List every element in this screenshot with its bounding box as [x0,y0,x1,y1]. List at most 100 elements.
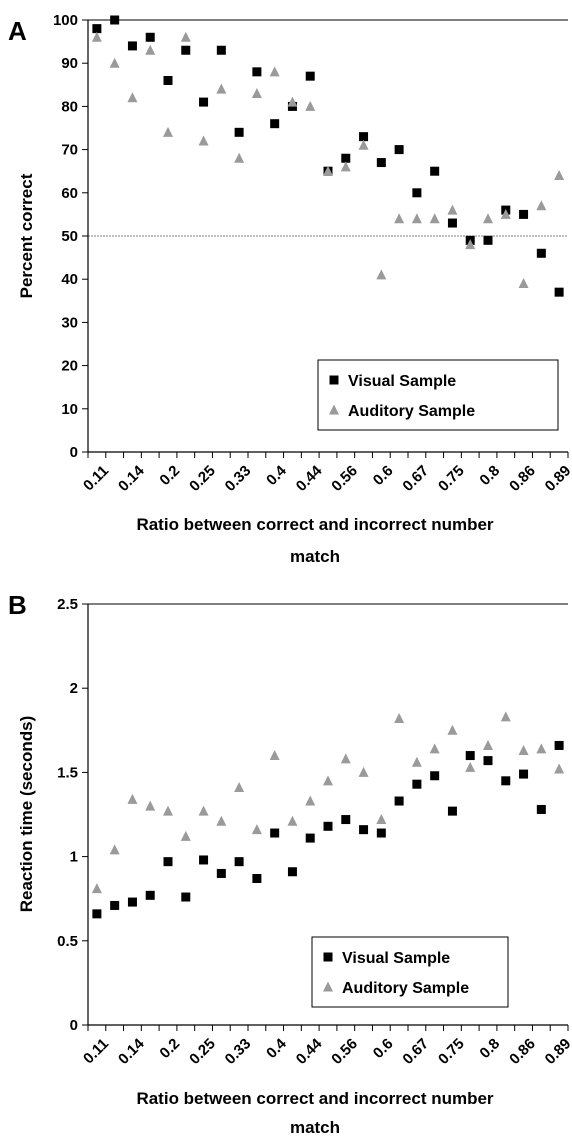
panel-a-auditory-point [536,200,546,210]
panel-b-legend-visual-label: Visual Sample [342,950,450,967]
panel-a-auditory-point [163,127,173,137]
panel-b-visual-point [519,770,528,779]
panel-b-visual-point [377,829,386,838]
panel-b-visual-point [466,751,475,760]
panel-a-y-tick-label: 10 [61,401,78,418]
panel-b-visual-point [448,807,457,816]
panel-a-x-tick-label: 0.14 [115,462,148,495]
panel-a-x-tick-label: 0.86 [506,462,539,495]
panel-a-y-tick-label: 20 [61,358,78,375]
panel-b-auditory-point [447,725,457,735]
panel-a-x-tick-label: 0.25 [186,462,219,495]
panel-b-x-tick-label: 0.89 [542,1035,572,1068]
panel-b-y-tick-label: 1.5 [57,764,78,781]
panel-a-auditory-point [519,278,529,288]
panel-b-plot-area: 00.511.522.50.11 0.14 0.2 0.25 0.33 0.4 0.44 0.… [57,596,572,1068]
panel-a-visual-point [448,219,457,228]
panel-a-visual-point [412,188,421,197]
panel-a-y-tick-label: 70 [61,142,78,159]
panel-a-visual-point [235,128,244,137]
panel-b-y-axis-title: Reaction time (seconds) [17,716,36,913]
panel-a-auditory-point [412,213,422,223]
panel-b-auditory-point [536,743,546,753]
panel-b-visual-point [288,867,297,876]
panel-b-visual-point [270,829,279,838]
panel-a-auditory-point [270,66,280,76]
panel-a-x-tick-label: 0.44 [293,462,326,495]
panel-a: A Percent correct Ratio between correct … [8,12,572,566]
panel-a-visual-point [217,46,226,55]
panel-b: B Reaction time (seconds) Ratio between … [8,590,572,1137]
panel-b-auditory-point [483,740,493,750]
panel-b-visual-point [217,869,226,878]
panel-a-x-tick-label: 0.4 [263,462,290,489]
panel-a-x-axis-title-line2: match [290,547,340,566]
panel-b-x-tick-label: 0.86 [506,1035,539,1068]
panel-b-visual-point [235,857,244,866]
panel-a-auditory-point [394,213,404,223]
panel-a-legend-visual-label: Visual Sample [348,373,456,390]
panel-a-visual-point [377,158,386,167]
panel-b-visual-point [92,909,101,918]
panel-a-visual-point [181,46,190,55]
panel-b-visual-point [324,822,333,831]
panel-a-y-tick-label: 90 [61,55,78,72]
panel-b-x-tick-label: 0.44 [293,1035,326,1068]
panel-a-plot-area: 0 10 20 30 40 50 60 70 80 90 100 0.11 0.14 0.2 0.25 0.3… [53,12,572,495]
panel-b-x-tick-label: 0.2 [156,1035,183,1062]
panel-b-x-tick-label: 0.25 [186,1035,219,1068]
panel-b-visual-point [484,756,493,765]
panel-a-y-tick-label: 80 [61,98,78,115]
panel-a-x-tick-label: 0.6 [370,462,397,489]
panel-a-x-tick-label: 0.75 [435,462,468,495]
panel-b-visual-point [181,893,190,902]
panel-a-auditory-point [181,32,191,42]
panel-a-visual-point [252,67,261,76]
panel-a-auditory-point [199,135,209,145]
panel-a-auditory-point [234,153,244,163]
panel-a-auditory-point [483,213,493,223]
panel-b-auditory-point [199,806,209,816]
panel-b-auditory-point [412,757,422,767]
panel-a-auditory-point [554,170,564,180]
panel-b-y-tick-label: 2.5 [57,596,78,613]
panel-b-auditory-point [430,743,440,753]
panel-a-visual-point [484,236,493,245]
panel-b-visual-point [537,805,546,814]
panel-b-x-tick-label: 0.33 [222,1035,255,1068]
panel-a-y-axis-title: Percent correct [17,173,36,298]
panel-b-auditory-point [145,801,155,811]
panel-b-visual-point [395,797,404,806]
panel-a-auditory-point [305,101,315,111]
panel-b-visual-point [128,898,137,907]
panel-b-auditory-point [127,794,137,804]
panel-b-x-axis-title-line2: match [290,1118,340,1137]
panel-a-x-tick-label: 0.56 [328,462,361,495]
panel-a-letter: A [8,16,27,46]
panel-b-auditory-point [305,796,315,806]
panel-b-legend-auditory-label: Auditory Sample [342,980,469,997]
panel-a-auditory-point [359,140,369,150]
panel-a-auditory-point [252,88,262,98]
panel-b-x-tick-label: 0.8 [476,1035,503,1062]
panel-a-legend-visual-marker [330,376,339,385]
panel-a-visual-point [128,41,137,50]
panel-a-x-tick-label: 0.11 [80,462,112,494]
panel-a-y-tick-label: 30 [61,314,78,331]
panel-b-auditory-point [216,816,226,826]
panel-b-auditory-point [394,713,404,723]
panel-b-visual-point [252,874,261,883]
panel-b-visual-point [430,771,439,780]
panel-a-x-tick-label: 0.89 [542,462,572,495]
panel-b-visual-point [146,891,155,900]
panel-b-auditory-point [359,767,369,777]
panel-a-auditory-point [376,269,386,279]
panel-b-visual-point [306,834,315,843]
panel-b-auditory-point [519,745,529,755]
panel-a-auditory-point [145,45,155,55]
panel-b-auditory-point [323,775,333,785]
panel-b-x-tick-label: 0.75 [435,1035,468,1068]
panel-b-auditory-point [341,753,351,763]
panel-a-y-tick-label: 100 [53,12,78,29]
